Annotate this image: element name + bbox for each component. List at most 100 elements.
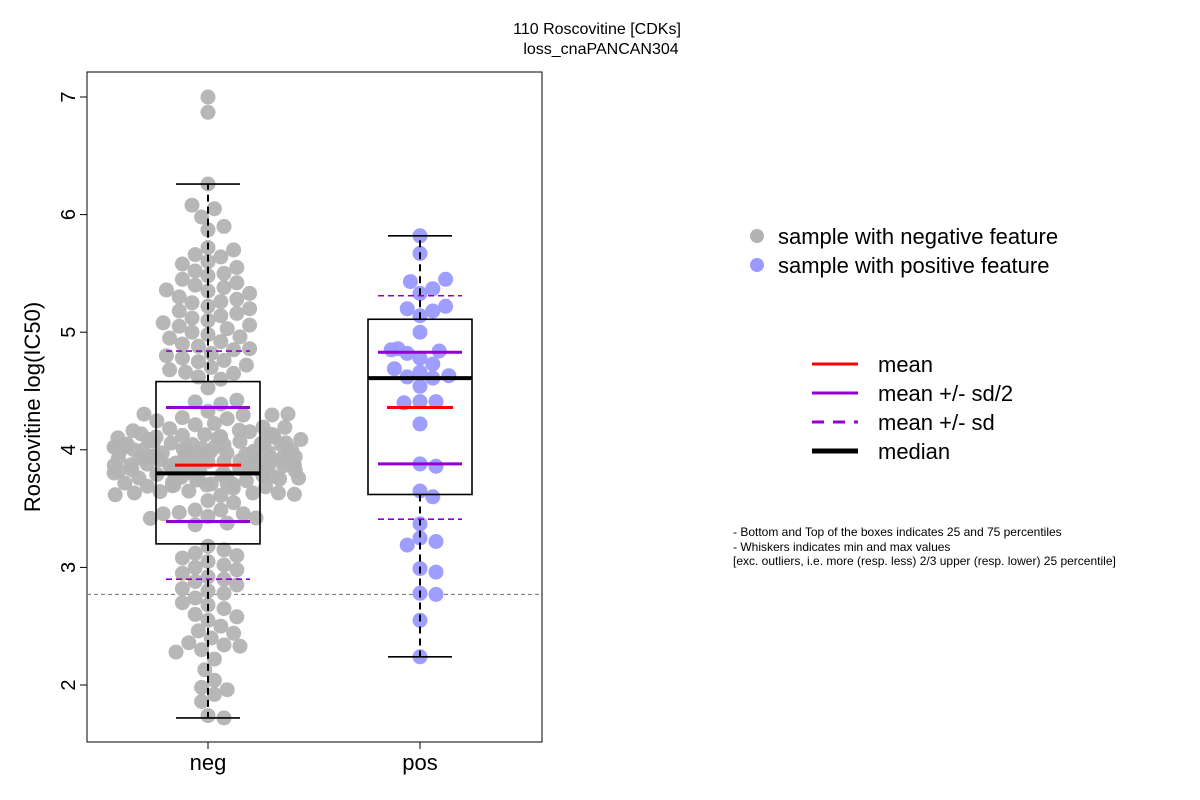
sample-point	[200, 569, 216, 585]
sample-point	[226, 242, 242, 258]
legend-lines: mean mean +/- sd/2 mean +/- sd median	[812, 352, 1013, 464]
sample-point	[278, 435, 294, 451]
sample-point	[399, 537, 415, 553]
sample-point	[412, 350, 428, 366]
sample-point	[213, 502, 229, 518]
sample-point	[155, 315, 171, 331]
sample-point	[197, 427, 213, 443]
sample-point	[162, 330, 178, 346]
sample-point	[270, 485, 286, 501]
sample-point	[231, 422, 247, 438]
sample-point	[216, 571, 232, 587]
sample-point	[229, 577, 245, 593]
sample-point	[184, 295, 200, 311]
sample-point	[412, 364, 428, 380]
sample-point	[242, 341, 258, 357]
sample-point	[213, 249, 229, 265]
boxplots	[155, 183, 473, 719]
sample-point	[216, 280, 232, 295]
y-tick-label: 5	[58, 327, 80, 338]
sample-point	[185, 437, 200, 452]
sample-point	[168, 644, 184, 660]
sample-point	[190, 338, 206, 354]
sample-point	[171, 505, 187, 520]
sample-point	[187, 394, 203, 410]
chart-title: 110 Roscovitine [CDKs]	[513, 21, 681, 38]
legend-positive-label: sample with positive feature	[778, 253, 1049, 278]
sample-point	[438, 298, 454, 314]
sample-point	[213, 618, 229, 634]
sample-point	[174, 256, 190, 272]
sample-point	[155, 506, 171, 522]
sample-point	[216, 218, 232, 234]
sample-point	[203, 630, 219, 646]
sample-point	[216, 637, 232, 653]
sample-point	[199, 477, 215, 493]
sample-point	[184, 324, 200, 340]
sample-point	[174, 581, 190, 597]
sample-point	[181, 635, 197, 651]
sample-point	[194, 679, 210, 695]
sample-point	[206, 651, 222, 667]
sample-point	[229, 260, 245, 275]
sample-point	[206, 672, 222, 688]
sample-point	[412, 378, 428, 394]
legend-mean-label: mean	[878, 352, 933, 377]
sample-point	[200, 254, 216, 270]
legend-halfsd-label: mean +/- sd/2	[878, 381, 1013, 406]
sample-point	[174, 427, 190, 443]
note-line-1: - Bottom and Top of the boxes indicates …	[733, 525, 1062, 539]
sample-point	[258, 479, 274, 495]
sample-point	[255, 419, 271, 435]
sample-point	[226, 342, 242, 358]
sample-point	[162, 421, 178, 437]
sample-point	[229, 305, 245, 321]
legend-negative-marker	[750, 229, 764, 243]
y-tick-label: 4	[58, 444, 80, 455]
sample-point	[264, 407, 280, 423]
sample-point	[428, 394, 444, 410]
sample-point	[226, 365, 242, 381]
sample-point	[174, 271, 190, 287]
sample-point	[219, 321, 235, 337]
sample-point	[181, 483, 197, 499]
sample-point	[194, 642, 210, 658]
sample-point	[206, 416, 222, 431]
sample-point	[425, 303, 441, 319]
sample-point	[425, 489, 441, 505]
sample-point	[200, 493, 216, 509]
sample-point	[174, 350, 190, 366]
sample-point	[286, 486, 302, 502]
sample-point	[229, 275, 245, 291]
sample-point	[187, 545, 203, 561]
sample-point	[213, 334, 229, 350]
sample-point	[238, 357, 254, 373]
sample-point	[242, 317, 258, 333]
sample-point	[200, 583, 216, 599]
sample-point	[190, 369, 206, 385]
sample-point	[276, 458, 292, 474]
sample-point	[164, 478, 180, 494]
sample-point	[425, 281, 441, 297]
sample-point	[229, 609, 245, 625]
sample-point	[200, 403, 216, 419]
sample-point	[412, 324, 428, 340]
sample-point	[174, 550, 190, 566]
x-axis: neg pos	[190, 741, 438, 775]
notes: - Bottom and Top of the boxes indicates …	[733, 525, 1116, 568]
sample-point	[386, 361, 402, 377]
sample-point	[232, 434, 248, 449]
sample-point	[125, 423, 141, 439]
sample-point	[235, 506, 251, 522]
sample-point	[187, 590, 203, 606]
sample-point	[200, 222, 216, 238]
sample-point	[293, 432, 309, 447]
sample-point	[171, 318, 187, 334]
sample-point	[178, 364, 194, 380]
legend-median-label: median	[878, 439, 950, 464]
sample-point	[187, 606, 203, 622]
note-line-2: - Whiskers indicates min and max values	[733, 540, 950, 554]
sample-point	[229, 548, 245, 564]
sample-point	[149, 413, 165, 429]
y-tick-label: 7	[58, 91, 80, 102]
